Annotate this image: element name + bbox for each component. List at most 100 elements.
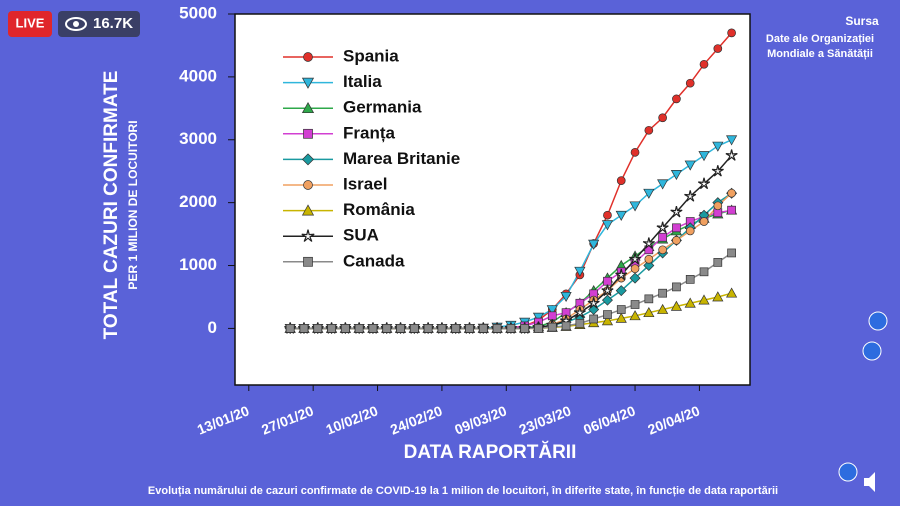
marker <box>601 284 614 296</box>
marker <box>684 190 697 202</box>
marker <box>589 314 599 324</box>
marker <box>532 312 545 323</box>
marker <box>727 188 736 198</box>
marker <box>603 310 612 319</box>
marker <box>301 77 315 89</box>
marker <box>727 205 736 215</box>
marker <box>644 294 654 304</box>
marker <box>672 282 681 292</box>
marker <box>629 253 642 265</box>
marker <box>629 272 641 284</box>
marker <box>451 324 461 333</box>
marker <box>546 305 558 316</box>
marker <box>382 324 392 333</box>
marker <box>672 94 681 104</box>
marker <box>643 188 655 199</box>
marker <box>698 151 710 162</box>
marker <box>630 147 640 157</box>
source-line: Mondiale a Sănătății <box>767 48 873 60</box>
marker <box>560 291 572 303</box>
marker <box>301 101 315 114</box>
eye-pupil <box>73 21 79 27</box>
marker <box>547 322 557 332</box>
viewer-count: 16.7K <box>93 15 133 32</box>
marker <box>547 311 557 321</box>
marker <box>303 128 313 139</box>
source-title: Sursa <box>845 14 879 28</box>
marker <box>699 59 709 69</box>
marker <box>603 276 612 286</box>
marker <box>658 288 667 298</box>
marker <box>603 210 612 220</box>
legend-label: Spania <box>343 46 399 65</box>
marker <box>616 176 626 185</box>
marker <box>643 260 655 272</box>
source-line: Date ale Organizației <box>766 33 874 45</box>
like-icon[interactable] <box>862 341 882 361</box>
marker <box>657 179 669 190</box>
marker <box>615 210 627 221</box>
marker <box>520 324 530 333</box>
y-tick-label: 1000 <box>179 255 217 274</box>
marker <box>574 266 586 277</box>
marker <box>534 324 543 333</box>
marker <box>630 300 640 309</box>
marker <box>409 324 419 333</box>
y-tick-label: 2000 <box>179 192 217 211</box>
live-badge <box>8 11 52 37</box>
marker <box>301 229 315 242</box>
volume-icon[interactable] <box>864 472 875 492</box>
marker <box>670 169 683 181</box>
marker <box>658 232 667 242</box>
y-axis-subtitle: PER 1 MILION DE LOCUITORI <box>126 120 140 289</box>
marker <box>303 256 313 267</box>
marker <box>465 324 474 333</box>
legend-label: Canada <box>343 251 405 270</box>
y-tick-label: 5000 <box>179 3 217 22</box>
marker <box>588 239 600 250</box>
marker <box>368 324 378 333</box>
marker <box>313 324 323 333</box>
marker <box>713 201 723 211</box>
marker <box>643 306 655 318</box>
marker <box>629 310 641 321</box>
marker <box>711 165 724 177</box>
legend-label: Italia <box>343 72 382 91</box>
like-icon[interactable] <box>838 462 858 482</box>
marker <box>303 180 313 190</box>
marker <box>587 297 600 309</box>
marker <box>726 135 738 146</box>
like-icon[interactable] <box>868 311 888 331</box>
marker <box>727 28 736 38</box>
y-tick-label: 0 <box>208 318 217 337</box>
marker <box>301 204 315 216</box>
marker <box>713 258 723 267</box>
y-tick-label: 3000 <box>179 129 217 148</box>
marker <box>657 303 669 314</box>
marker <box>670 205 683 218</box>
marker <box>575 319 585 328</box>
marker <box>423 324 433 333</box>
marker <box>601 294 613 306</box>
marker <box>684 160 696 171</box>
marker <box>670 300 683 311</box>
marker <box>630 264 640 274</box>
y-axis-title: TOTAL CAZURI CONFIRMATE <box>101 71 122 340</box>
marker <box>615 268 628 281</box>
marker <box>299 324 309 333</box>
marker <box>699 267 709 277</box>
marker <box>303 52 313 62</box>
marker <box>615 312 627 323</box>
marker <box>672 223 681 233</box>
marker <box>712 141 724 152</box>
marker <box>573 306 586 318</box>
marker <box>478 324 488 333</box>
legend-label: Franța <box>343 123 396 142</box>
marker <box>698 294 710 305</box>
marker <box>726 287 738 298</box>
marker <box>642 237 655 249</box>
marker <box>396 324 405 333</box>
marker <box>725 149 738 161</box>
caption: Evoluția numărului de cazuri confirmate … <box>148 485 778 497</box>
